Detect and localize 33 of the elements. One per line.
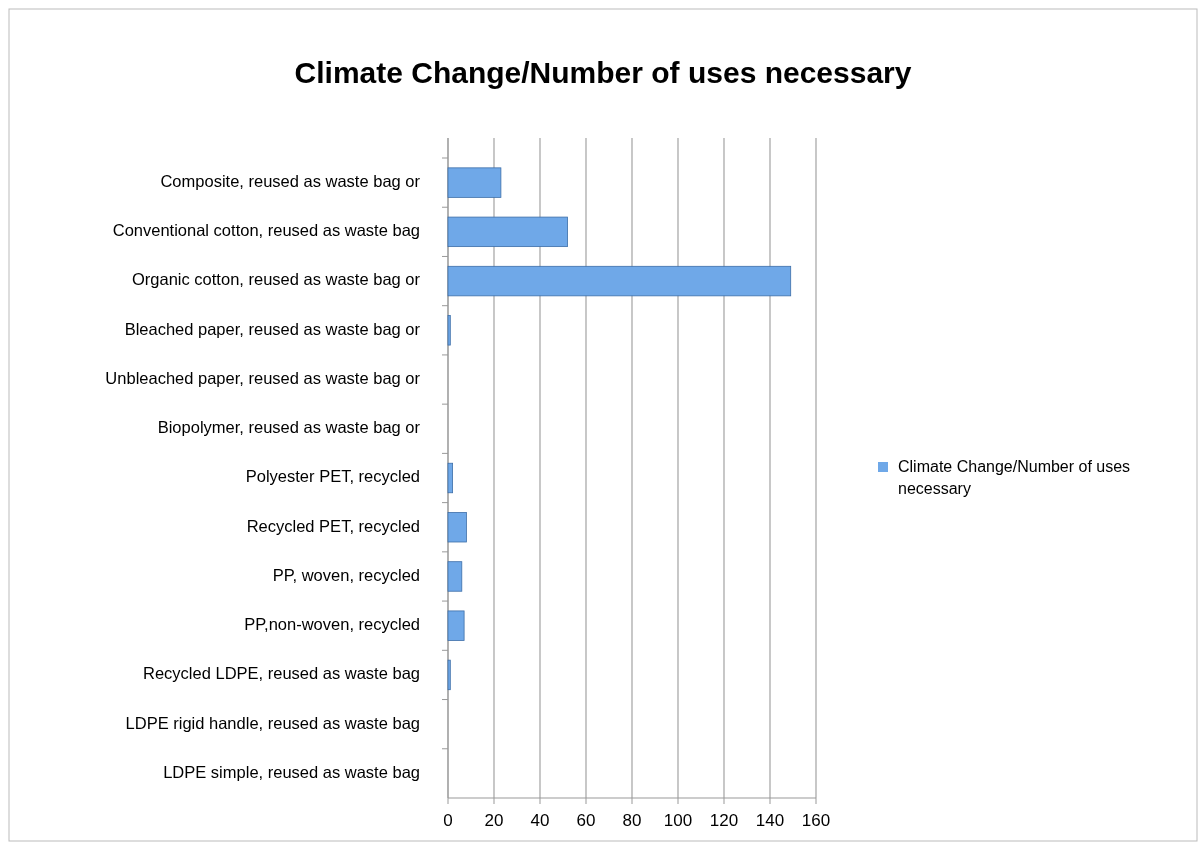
x-tick-label: 120 xyxy=(709,811,739,830)
x-tick-label: 20 xyxy=(484,811,504,830)
x-tick-label: 80 xyxy=(622,811,642,830)
y-tick-label: Composite, reused as waste bag or xyxy=(160,171,421,190)
x-tick-label: 0 xyxy=(443,811,453,830)
bar xyxy=(447,216,568,248)
x-tick-label: 40 xyxy=(530,811,550,830)
x-tick-label: 100 xyxy=(663,811,693,830)
y-tick-label: Conventional cotton, reused as waste bag xyxy=(112,221,420,240)
bar xyxy=(447,561,463,592)
y-tick-label: PP, woven, recycled xyxy=(272,565,420,584)
y-tick-label: LDPE simple, reused as waste bag xyxy=(163,762,420,781)
y-tick-label: Polyester PET, recycled xyxy=(245,467,420,486)
bar xyxy=(447,167,502,198)
bar xyxy=(447,610,465,641)
x-tick-label: 140 xyxy=(755,811,785,830)
bar xyxy=(447,512,467,543)
y-tick-label: LDPE rigid handle, reused as waste bag xyxy=(125,713,420,732)
y-tick-label: Unbleached paper, reused as waste bag or xyxy=(105,368,421,387)
y-tick-label: Organic cotton, reused as waste bag or xyxy=(132,270,421,289)
chart-title: Climate Change/Number of uses necessary xyxy=(294,56,912,89)
y-tick-label: Recycled LDPE, reused as waste bag xyxy=(143,664,420,683)
y-tick-label: Biopolymer, reused as waste bag or xyxy=(157,418,421,437)
bar xyxy=(447,659,451,691)
y-tick-label: PP,non-woven, recycled xyxy=(244,615,420,634)
y-tick-label: Bleached paper, reused as waste bag or xyxy=(124,319,421,338)
bar xyxy=(447,462,453,494)
bar xyxy=(447,315,451,346)
x-tick-label: 60 xyxy=(576,811,596,830)
legend-label: Climate Change/Number of uses necessary xyxy=(898,458,1131,498)
bar xyxy=(447,265,792,297)
x-tick-label: 160 xyxy=(801,811,831,830)
y-tick-label: Recycled PET, recycled xyxy=(246,516,420,535)
